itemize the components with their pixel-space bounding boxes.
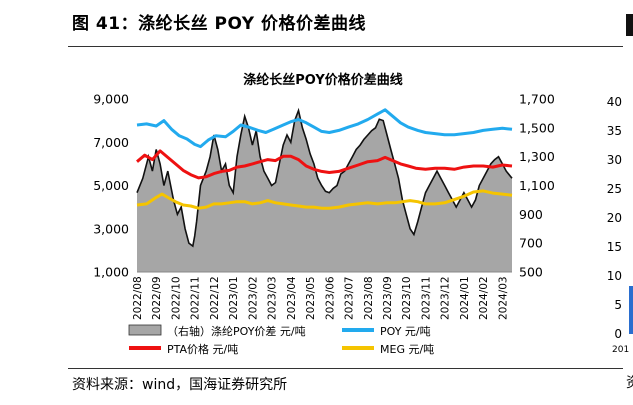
source-note: 资料来源：wind，国海证券研究所 <box>72 377 288 393</box>
x-tick-label: 2023/01 <box>228 276 240 320</box>
y-right-tick-label: 1,100 <box>519 178 555 193</box>
plot-layer <box>136 107 513 272</box>
y-right-tick-label: 1,500 <box>519 120 555 135</box>
axis-layer: 1,000 3,000 5,000 7,000 9,000 500 700 900 1,100 1… <box>93 92 555 321</box>
x-tick-label: 2024/02 <box>478 276 490 320</box>
x-tick-label: 2023/03 <box>267 276 279 320</box>
svg-text:0: 0 <box>614 327 622 341</box>
adjacent-panel-fragment-title <box>626 14 633 36</box>
svg-text:201: 201 <box>612 345 629 355</box>
y-left-tick-label: 7,000 <box>93 135 129 150</box>
x-tick-label: 2023/12 <box>440 276 452 320</box>
y-left-tick-label: 5,000 <box>93 178 129 193</box>
y-right-tick-label: 1,700 <box>519 92 555 107</box>
legend-swatch-pta <box>129 346 161 350</box>
svg-text:5: 5 <box>614 298 622 312</box>
legend-label-poy: POY 元/吨 <box>380 325 431 338</box>
x-tick-label: 2022/09 <box>151 276 163 320</box>
series-line-poy <box>136 108 513 149</box>
figure-title: 图 41：涤纶长丝 POY 价格价差曲线 <box>72 14 367 34</box>
svg-text:20: 20 <box>607 211 622 225</box>
y-left-tick-label: 3,000 <box>93 221 129 236</box>
legend-swatch-meg <box>342 346 374 350</box>
svg-text:25: 25 <box>607 182 622 196</box>
x-tick-label: 2023/04 <box>286 276 298 320</box>
legend-label-meg: MEG 元/吨 <box>380 343 434 356</box>
svg-text:30: 30 <box>607 153 622 167</box>
legend: （右轴）涤纶POY价差 元/吨 POY 元/吨 PTA价格 元/吨 MEG 元/吨 <box>128 324 434 356</box>
series-line-pta <box>136 149 513 180</box>
legend-label-pta: PTA价格 元/吨 <box>167 342 238 356</box>
svg-text:15: 15 <box>607 240 622 254</box>
svg-text:35: 35 <box>607 124 622 138</box>
y-right-tick-label: 700 <box>519 236 543 251</box>
series-line-meg <box>136 189 513 210</box>
x-tick-label: 2023/06 <box>324 276 336 320</box>
x-tick-label: 2024/01 <box>459 276 471 320</box>
x-tick-label: 2023/08 <box>363 276 375 320</box>
x-tick-label: 2023/02 <box>247 276 259 320</box>
chart-title: 涤纶长丝POY价格价差曲线 <box>243 72 403 88</box>
x-tick-label: 2022/08 <box>132 276 144 320</box>
series-area-spread <box>137 110 512 272</box>
x-tick-label: 2023/09 <box>382 276 394 320</box>
series-line-spread-outline <box>136 107 513 248</box>
y-right-tick-label: 900 <box>519 207 543 222</box>
top-rule <box>68 46 623 47</box>
adjacent-source-fragment: 资料 <box>626 372 633 392</box>
x-tick-label: 2022/11 <box>190 276 202 320</box>
legend-label-spread: （右轴）涤纶POY价差 元/吨 <box>167 324 306 338</box>
x-tick-label: 2023/10 <box>401 276 413 320</box>
adjacent-chart-fragment: 40 35 30 25 20 15 10 5 0 201 <box>607 95 633 355</box>
bottom-rule <box>68 368 623 369</box>
y-left-tick-label: 1,000 <box>93 265 129 280</box>
x-tick-label: 2023/07 <box>344 276 356 320</box>
legend-swatch-poy <box>342 328 374 332</box>
x-tick-label: 2024/03 <box>497 276 509 320</box>
y-left-tick-label: 9,000 <box>93 92 129 107</box>
x-tick-label: 2023/11 <box>420 276 432 320</box>
y-right-tick-label: 1,300 <box>519 149 555 164</box>
y-right-tick-label: 500 <box>519 265 543 280</box>
x-tick-label: 2022/10 <box>170 276 182 320</box>
x-tick-label: 2022/12 <box>209 276 221 320</box>
svg-text:10: 10 <box>607 269 622 283</box>
legend-swatch-spread <box>128 324 162 336</box>
x-tick-label: 2023/05 <box>305 276 317 320</box>
svg-text:40: 40 <box>607 95 622 109</box>
